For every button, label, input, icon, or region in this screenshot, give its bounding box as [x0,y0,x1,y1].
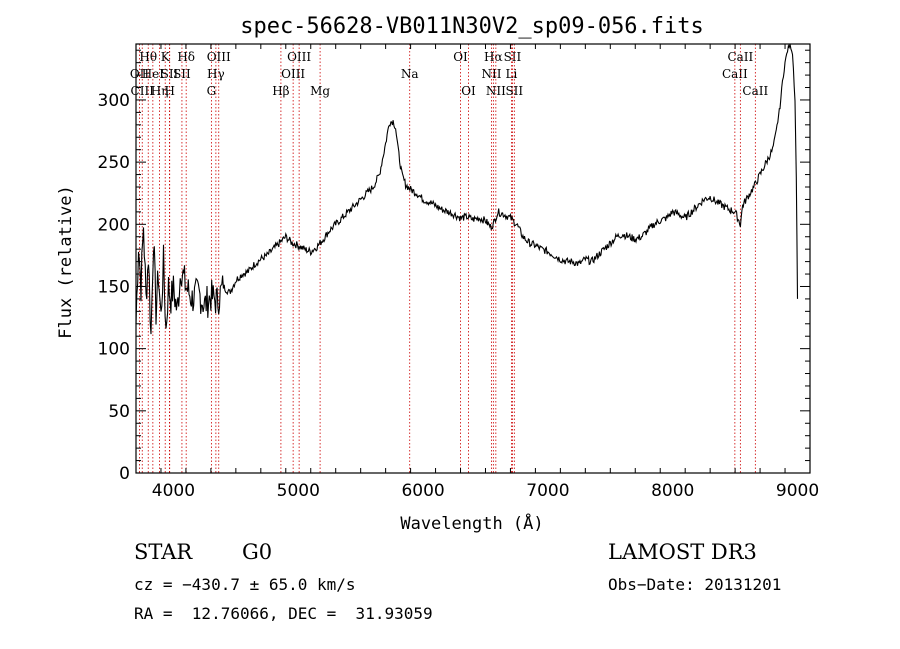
y-tick-label: 0 [119,464,130,484]
spectral-line-label: CaII [722,67,748,81]
redshift-velocity: cz = −430.7 ± 65.0 km/s [134,575,356,594]
x-tick-label: 8000 [651,481,694,501]
spectral-line-label: G [207,84,217,98]
plot-frame [135,43,811,474]
spectral-line-label: Hα [484,50,503,64]
spectral-line-label: OI [453,50,468,64]
spectral-line-label: Hδ [177,50,195,64]
chart-title: spec-56628-VB011N30V2_sp09-056.fits [240,14,704,39]
spectral-line-label: SII [504,50,522,64]
spectrum-series-line [135,43,799,335]
spectral-line-markers: OIICIIIHθHeIHηKSIIHHδSIIGHγOIIIHβOIIIOII… [130,44,768,473]
spectral-line-label: OIII [287,50,311,64]
spectral-line-label: NII [486,84,506,98]
x-tick-label: 6000 [401,481,444,501]
spectral-line-label: OIII [207,50,231,64]
spectral-line-label: SII [161,67,179,81]
spectral-line-label: OI [461,84,476,98]
spectral-line-label: Hβ [272,84,289,98]
spectral-line-label: K [161,50,171,64]
spectral-line-label: SII [505,84,523,98]
spectral-line-label: Na [401,67,419,81]
x-tick-label: 4000 [152,481,195,501]
y-tick-label: 250 [98,153,130,173]
survey-name: LAMOST DR3 [608,540,757,564]
spectral-line-label: Hη [151,84,169,98]
spectral-line-label: OII [130,67,150,81]
y-axis: 0 50 100 150 200 250 300 [98,49,810,484]
spectral-line-label: SII [173,67,191,81]
x-tick-label: 9000 [776,481,819,501]
spectral-line-label: HeI [142,67,165,81]
x-tick-label: 7000 [526,481,569,501]
y-tick-label: 300 [98,91,130,111]
ra-dec-coordinates: RA = 12.76066, DEC = 31.93059 [134,604,433,623]
x-axis-label: Wavelength (Å) [400,512,543,534]
spectral-line-label: Hγ [207,67,225,81]
spectral-line-label: CaII [742,84,768,98]
y-tick-label: 200 [98,215,130,235]
spectral-line-label: H [164,84,174,98]
spectral-line-label: OIII [281,67,305,81]
x-tick-label: 5000 [277,481,320,501]
y-axis-label: Flux (relative) [56,185,76,339]
spectral-line-label: NII [481,67,501,81]
object-subclass: G0 [242,540,273,564]
spectral-line-label: Hθ [139,50,157,64]
spectral-line-label: Li [506,67,518,81]
x-axis: 4000 5000 6000 7000 8000 9000 [135,44,819,501]
spectral-line-label: CaII [727,50,753,64]
object-class: STAR [134,540,193,564]
y-tick-label: 150 [98,277,130,297]
observation-date: Obs−Date: 20131201 [608,575,782,594]
y-tick-label: 50 [108,402,130,422]
y-tick-label: 100 [98,340,130,360]
spectral-line-label: Mg [310,84,330,98]
